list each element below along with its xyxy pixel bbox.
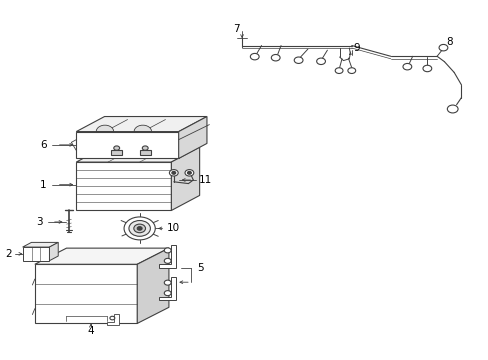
Circle shape: [169, 170, 178, 176]
Circle shape: [422, 65, 431, 72]
Text: 6: 6: [40, 140, 46, 150]
Polygon shape: [178, 117, 206, 158]
Circle shape: [334, 68, 342, 73]
Polygon shape: [111, 150, 122, 154]
Circle shape: [134, 224, 145, 233]
Circle shape: [294, 57, 303, 63]
Polygon shape: [76, 147, 199, 162]
Polygon shape: [22, 247, 49, 261]
Polygon shape: [22, 242, 58, 247]
Circle shape: [347, 68, 355, 73]
Polygon shape: [96, 125, 114, 132]
Circle shape: [164, 258, 171, 264]
Circle shape: [402, 63, 411, 70]
Polygon shape: [159, 244, 176, 268]
Text: 2: 2: [6, 249, 12, 259]
Circle shape: [184, 170, 193, 176]
Text: 9: 9: [353, 43, 359, 53]
Circle shape: [171, 171, 175, 174]
Polygon shape: [159, 277, 176, 300]
Text: 10: 10: [167, 224, 180, 233]
Circle shape: [164, 248, 171, 253]
Polygon shape: [140, 150, 150, 154]
Circle shape: [187, 171, 191, 174]
Polygon shape: [137, 248, 168, 323]
Circle shape: [250, 53, 259, 60]
Text: 1: 1: [40, 180, 47, 190]
Circle shape: [137, 226, 142, 230]
Polygon shape: [171, 147, 199, 211]
Circle shape: [114, 146, 120, 150]
Polygon shape: [35, 264, 137, 323]
Polygon shape: [35, 248, 168, 264]
Circle shape: [110, 316, 115, 320]
Polygon shape: [134, 125, 151, 132]
Polygon shape: [49, 242, 58, 261]
Polygon shape: [76, 117, 206, 132]
Polygon shape: [106, 315, 119, 325]
Circle shape: [447, 105, 457, 113]
Circle shape: [142, 146, 148, 150]
Text: 7: 7: [232, 24, 239, 34]
Circle shape: [129, 221, 150, 236]
Polygon shape: [76, 162, 171, 211]
Circle shape: [316, 58, 325, 64]
Polygon shape: [76, 132, 178, 158]
Text: 11: 11: [199, 175, 212, 185]
Circle shape: [164, 291, 171, 296]
Text: 3: 3: [36, 217, 43, 227]
Text: 5: 5: [197, 263, 203, 273]
Circle shape: [124, 217, 155, 240]
Circle shape: [438, 44, 447, 51]
Text: 4: 4: [87, 326, 94, 336]
Text: 8: 8: [445, 37, 452, 47]
Circle shape: [271, 54, 280, 61]
Circle shape: [164, 280, 171, 285]
